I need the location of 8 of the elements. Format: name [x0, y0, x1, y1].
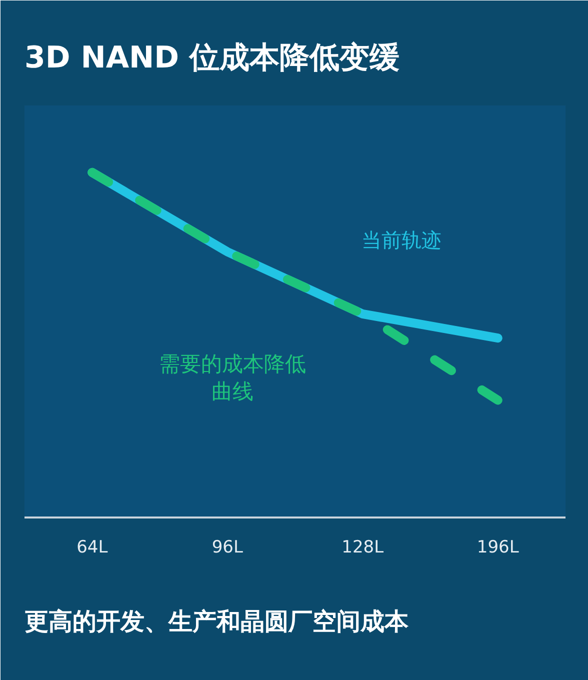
text: 更高的开发、生产和晶圆厂空间成本	[24, 608, 410, 636]
x-tick-label: 96L	[212, 538, 244, 558]
x-tick-label: 196L	[476, 538, 520, 558]
x-tick-label: 128L	[342, 538, 384, 558]
text: 当前轨迹	[361, 228, 442, 252]
chart-title: 3D NAND 位成本降低变缓	[24, 40, 400, 76]
x-tick-label: 64L	[76, 538, 108, 558]
text: 需要的成本降低曲线	[158, 352, 306, 404]
